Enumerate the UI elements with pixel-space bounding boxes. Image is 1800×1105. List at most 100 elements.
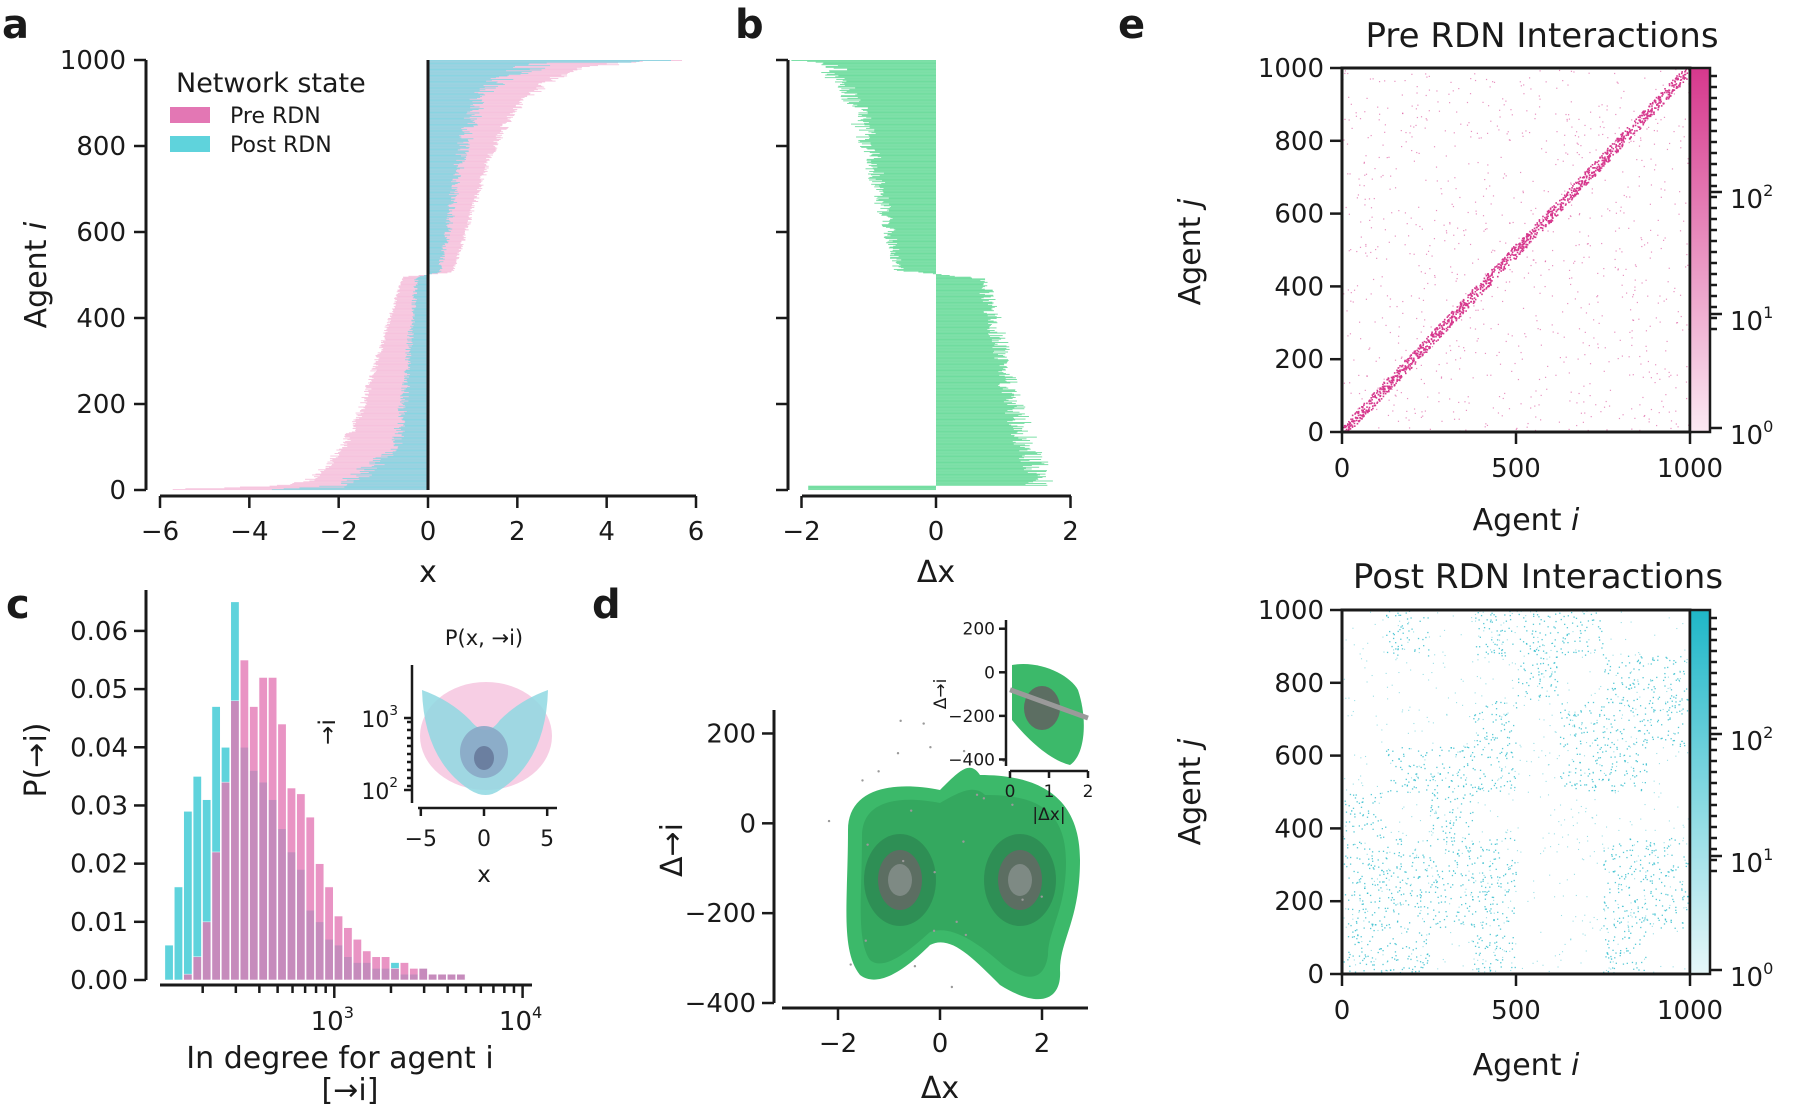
bar-delta xyxy=(825,66,936,67)
heat-cell xyxy=(1535,229,1537,232)
heat-cell xyxy=(1612,153,1614,156)
heat-cell xyxy=(1365,917,1367,919)
heat-cell xyxy=(1615,144,1617,146)
heat-cell xyxy=(1580,184,1582,186)
bar-delta xyxy=(821,64,936,66)
heat-cell xyxy=(1352,301,1354,303)
heat-cell xyxy=(1653,129,1655,132)
bar-delta xyxy=(936,478,1039,480)
heat-cell xyxy=(1518,237,1520,239)
bar-post-rdn xyxy=(404,389,428,391)
hist-bar-post-rdn xyxy=(164,944,174,981)
heat-cell xyxy=(1556,131,1558,133)
bar-pre-rdn xyxy=(390,321,428,323)
bar-delta xyxy=(844,78,936,79)
panel-c-xlabel: In degree for agent i xyxy=(186,1041,493,1076)
heat-cell xyxy=(1360,221,1362,223)
hist-bar-pre-rdn xyxy=(390,968,400,981)
bar-post-rdn xyxy=(428,191,451,193)
heat-cell xyxy=(1391,379,1394,382)
heat-cell xyxy=(1679,84,1681,86)
heat-cell xyxy=(1456,340,1458,342)
heat-cell xyxy=(1345,206,1347,209)
bar-post-rdn xyxy=(417,282,428,284)
bar-pre-rdn xyxy=(367,401,428,403)
bar-pre-rdn xyxy=(340,444,428,446)
bar-delta xyxy=(883,232,936,234)
bar-post-rdn xyxy=(405,359,428,361)
heat-cell xyxy=(1370,864,1372,867)
heat-cell xyxy=(1638,119,1641,122)
heat-cell xyxy=(1412,360,1415,363)
heat-cell xyxy=(1415,869,1417,871)
heat-cell xyxy=(1396,867,1398,869)
heat-cell xyxy=(1368,406,1371,409)
bar-post-rdn xyxy=(428,86,485,88)
x-tick-label: 2 xyxy=(509,517,526,547)
bar-pre-rdn xyxy=(394,298,428,300)
bar-post-rdn xyxy=(428,251,445,253)
bar-post-rdn xyxy=(428,225,447,227)
bar-delta xyxy=(936,373,1010,375)
heat-cell xyxy=(1400,926,1402,928)
heat-cell xyxy=(1606,156,1609,158)
bar-delta xyxy=(883,188,936,190)
heat-cell xyxy=(1444,240,1446,242)
bar-delta xyxy=(872,181,936,183)
heat-cell xyxy=(1375,360,1377,362)
bar-pre-rdn xyxy=(331,464,428,466)
heat-cell xyxy=(1535,315,1537,317)
heat-cell xyxy=(1513,879,1515,882)
heat-cell xyxy=(1632,374,1634,376)
heat-cell xyxy=(1344,70,1346,72)
heat-cell xyxy=(1415,224,1417,226)
bar-pre-rdn xyxy=(398,285,428,287)
heat-cell xyxy=(1683,76,1685,78)
heat-cell xyxy=(1375,924,1377,926)
heat-cell xyxy=(1402,300,1404,303)
bar-delta xyxy=(936,329,988,331)
heat-cell xyxy=(1379,897,1381,899)
bar-delta xyxy=(837,65,936,67)
bar-delta xyxy=(932,273,936,275)
bar-post-rdn xyxy=(404,404,428,406)
heat-cell xyxy=(1449,398,1451,400)
hist-bar-pre-rdn xyxy=(456,973,466,981)
bar-post-rdn xyxy=(408,366,428,368)
heat-cell xyxy=(1401,356,1403,358)
bar-pre-rdn xyxy=(365,389,428,391)
heat-cell xyxy=(1452,791,1454,793)
bar-post-rdn xyxy=(391,439,428,441)
heat-cell xyxy=(1522,135,1524,137)
heat-cell xyxy=(1387,945,1389,947)
heat-cell xyxy=(1416,766,1418,768)
bar-post-rdn xyxy=(428,185,452,187)
heat-cell xyxy=(1674,287,1676,289)
heat-cell xyxy=(1432,336,1434,338)
heat-cell xyxy=(1442,332,1445,335)
heat-cell xyxy=(1386,872,1389,875)
heat-cell xyxy=(1508,942,1511,944)
heat-cell xyxy=(1355,794,1357,796)
heat-cell xyxy=(1601,159,1604,162)
heat-cell xyxy=(1478,968,1480,970)
heat-cell xyxy=(1405,349,1407,352)
x-tick-label: −2 xyxy=(320,517,358,547)
heat-cell xyxy=(1387,960,1389,962)
bar-pre-rdn xyxy=(348,432,428,434)
bar-delta xyxy=(874,149,936,151)
heat-cell xyxy=(1491,280,1493,282)
heat-cell xyxy=(1369,894,1372,897)
heat-cell xyxy=(1408,427,1411,429)
colorbar-pre xyxy=(1690,68,1710,432)
bar-delta xyxy=(936,415,1019,417)
bar-delta xyxy=(868,177,936,179)
heat-cell xyxy=(1529,230,1531,233)
heat-cell xyxy=(1423,351,1425,354)
bar-delta xyxy=(838,75,936,77)
heat-cell xyxy=(1372,78,1374,80)
bar-delta xyxy=(835,76,936,78)
bar-pre-rdn xyxy=(368,392,428,394)
heat-cell xyxy=(1490,963,1492,965)
bar-pre-rdn xyxy=(428,113,510,115)
